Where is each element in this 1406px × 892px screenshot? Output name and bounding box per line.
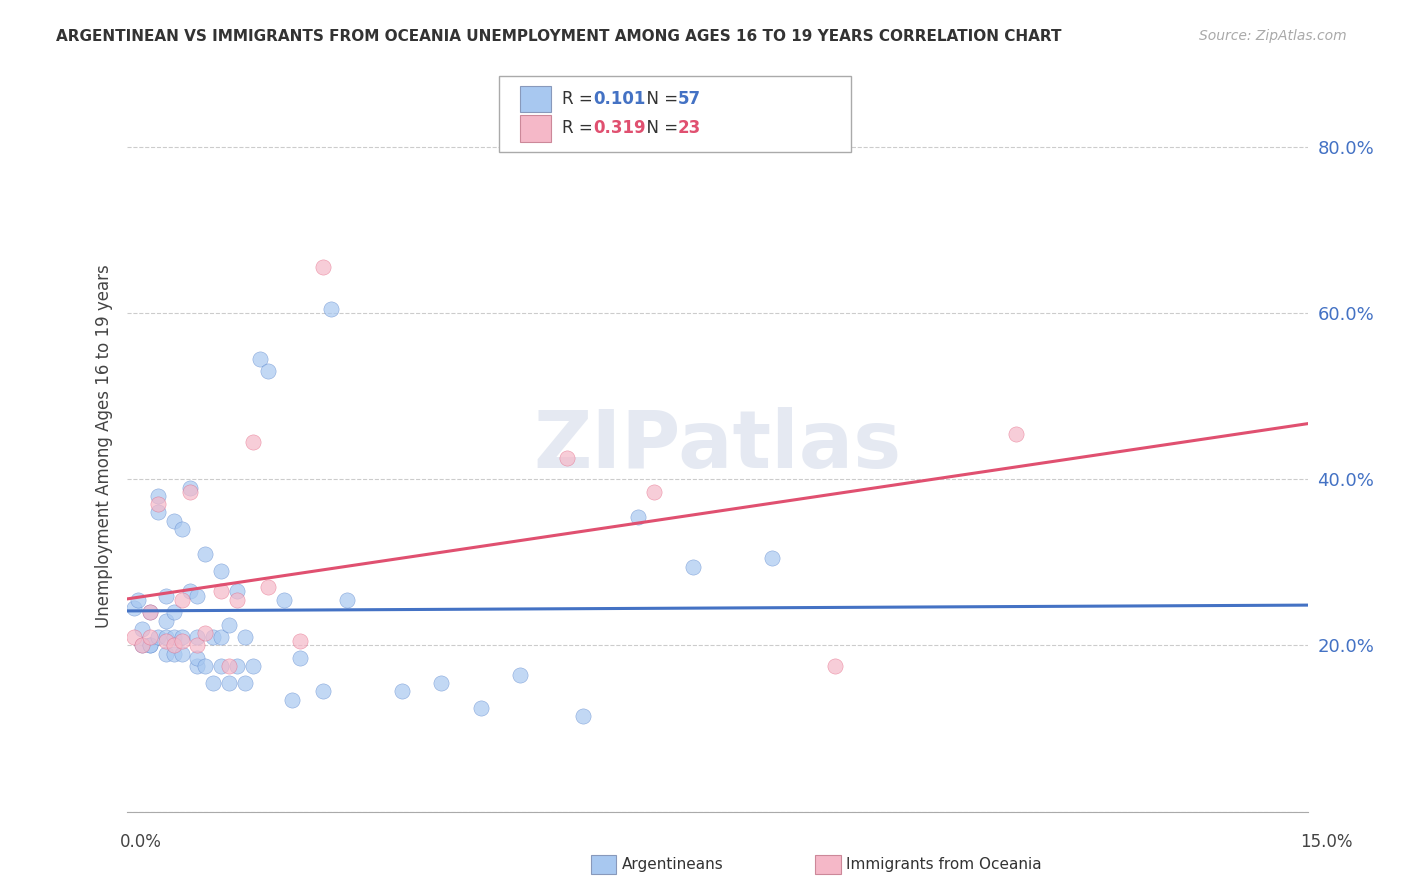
Point — [233, 630, 256, 644]
Point — [273, 592, 295, 607]
Text: 0.319: 0.319 — [593, 120, 645, 137]
Y-axis label: Unemployment Among Ages 16 to 19 years: Unemployment Among Ages 16 to 19 years — [94, 264, 112, 628]
Point — [163, 605, 186, 619]
Point — [146, 630, 169, 644]
Point — [643, 484, 665, 499]
Point — [139, 639, 162, 653]
Text: N =: N = — [636, 90, 683, 108]
Point — [170, 630, 193, 644]
Text: 57: 57 — [678, 90, 700, 108]
Point — [470, 701, 492, 715]
Point — [1005, 426, 1028, 441]
Point — [321, 301, 343, 316]
Point — [312, 684, 335, 698]
Point — [194, 547, 217, 561]
Point — [139, 639, 162, 653]
Point — [288, 634, 311, 648]
Point — [146, 497, 169, 511]
Point — [225, 592, 247, 607]
Point — [391, 684, 413, 698]
Text: Immigrants from Oceania: Immigrants from Oceania — [846, 857, 1042, 871]
Point — [186, 651, 208, 665]
Point — [186, 630, 208, 644]
Point — [218, 617, 240, 632]
Point — [336, 592, 359, 607]
Text: 15.0%: 15.0% — [1301, 833, 1353, 851]
Text: 0.0%: 0.0% — [120, 833, 162, 851]
Point — [163, 630, 186, 644]
Point — [146, 489, 169, 503]
Point — [218, 676, 240, 690]
Point — [170, 634, 193, 648]
Text: R =: R = — [562, 90, 599, 108]
Point — [430, 676, 453, 690]
Point — [163, 647, 186, 661]
Text: R =: R = — [562, 120, 599, 137]
Point — [131, 639, 153, 653]
Point — [186, 659, 208, 673]
Point — [155, 634, 177, 648]
Point — [194, 659, 217, 673]
Text: ARGENTINEAN VS IMMIGRANTS FROM OCEANIA UNEMPLOYMENT AMONG AGES 16 TO 19 YEARS CO: ARGENTINEAN VS IMMIGRANTS FROM OCEANIA U… — [56, 29, 1062, 44]
Point — [209, 584, 232, 599]
Point — [682, 559, 704, 574]
Point — [281, 692, 304, 706]
Point — [131, 622, 153, 636]
Point — [225, 584, 247, 599]
Text: ZIPatlas: ZIPatlas — [533, 407, 901, 485]
Point — [249, 351, 271, 366]
Point — [186, 639, 208, 653]
Point — [127, 592, 149, 607]
Point — [312, 260, 335, 275]
Point — [202, 630, 225, 644]
Point — [233, 676, 256, 690]
Point — [202, 676, 225, 690]
Point — [761, 551, 783, 566]
Point — [242, 659, 264, 673]
Text: Source: ZipAtlas.com: Source: ZipAtlas.com — [1199, 29, 1347, 43]
Point — [170, 647, 193, 661]
Point — [131, 639, 153, 653]
Point — [288, 651, 311, 665]
Point — [194, 626, 217, 640]
Point — [155, 614, 177, 628]
Point — [209, 564, 232, 578]
Point — [572, 709, 595, 723]
Text: 0.101: 0.101 — [593, 90, 645, 108]
Point — [557, 451, 579, 466]
Point — [824, 659, 846, 673]
Point — [139, 605, 162, 619]
Point — [242, 434, 264, 449]
Point — [186, 589, 208, 603]
Point — [170, 592, 193, 607]
Point — [155, 630, 177, 644]
Point — [509, 667, 531, 681]
Point — [146, 506, 169, 520]
Text: N =: N = — [636, 120, 683, 137]
Point — [257, 580, 280, 594]
Text: Argentineans: Argentineans — [621, 857, 723, 871]
Text: 23: 23 — [678, 120, 702, 137]
Point — [163, 639, 186, 653]
Point — [139, 605, 162, 619]
Point — [218, 659, 240, 673]
Point — [139, 630, 162, 644]
Point — [179, 484, 201, 499]
Point — [225, 659, 247, 673]
Point — [163, 514, 186, 528]
Point — [124, 630, 146, 644]
Point — [257, 364, 280, 378]
Point — [209, 659, 232, 673]
Point — [124, 601, 146, 615]
Point — [209, 630, 232, 644]
Point — [155, 647, 177, 661]
Point — [627, 509, 650, 524]
Point — [155, 589, 177, 603]
Point — [170, 522, 193, 536]
Point — [179, 481, 201, 495]
Point — [179, 584, 201, 599]
